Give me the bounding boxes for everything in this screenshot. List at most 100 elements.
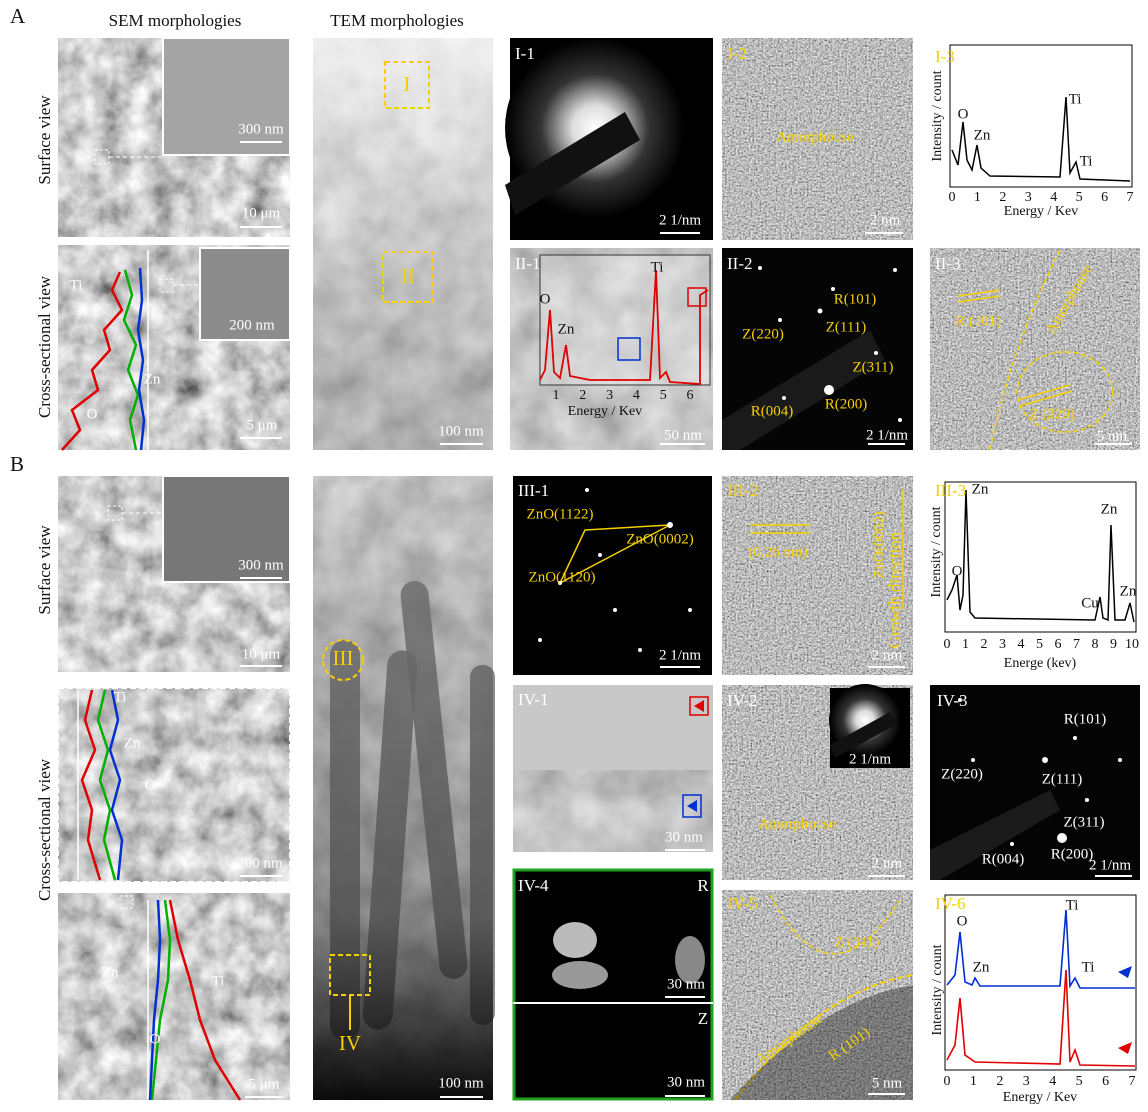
panel-label: I-1 [515,44,535,63]
scale-bar-label: 200 nm [237,855,283,871]
spot [824,385,834,395]
spot-label: ZnO(1122) [527,506,594,522]
x-tick-label: 4 [633,388,640,403]
scale-bar-label: 2 1/nm [849,751,891,767]
spot [1010,842,1014,846]
peak-label: Cu [1081,595,1099,611]
element-label: Ti [212,973,225,989]
region-label: II [401,264,415,288]
section-label: B [10,452,24,476]
peak-label: Zn [558,321,575,337]
spot [1073,736,1077,740]
x-tick-label: 3 [1023,1074,1030,1089]
x-tick-label: 5 [660,388,667,403]
x-tick-label: 6 [1101,190,1108,205]
scale-bar-label: 5 nm [872,1075,903,1091]
row-label: Cross-sectional view [35,275,54,418]
x-tick-label: 4 [1050,190,1057,205]
x-tick-label: 6 [687,388,694,403]
peak-label: Ti [651,259,664,275]
scale-bar-label: 100 nm [438,1075,484,1091]
spot [874,351,878,355]
row-label: Surface view [35,525,54,615]
sem-inset [163,38,290,155]
panel-label: IV-3 [937,691,968,710]
x-tick-label: 5 [1076,1074,1083,1089]
scale-bar-label: 2 1/nm [659,647,701,663]
scale-bar-label: 2 1/nm [1089,857,1131,873]
annotation: Z (311) [835,934,880,950]
element-label: O [87,406,98,422]
spot [778,318,782,322]
spot-label: R(004) [982,851,1025,867]
x-tick-label: 1 [970,1074,977,1089]
scale-bar-label: 2 nm [872,647,903,663]
spot [971,758,975,762]
peak-label: Ti [1069,91,1082,107]
spot-label: ZnO(1120) [529,569,596,585]
plot-frame [540,255,710,385]
axis-title: Energy / Kev [568,404,642,419]
spot [538,638,542,642]
scale-bar-label: 300 nm [238,557,284,573]
spot [613,608,617,612]
region-label: III [333,646,354,670]
panel-label: IV-4 [518,876,549,895]
spot-label: R(101) [834,291,877,307]
figure: ASEM morphologiesTEM morphologiesSurface… [0,0,1148,1107]
spot [688,608,692,612]
spot-label: R(200) [825,396,868,412]
panel-label: III-1 [518,481,549,500]
scale-bar-label: 300 nm [238,121,284,137]
scale-bar-label: 5 μm [249,1076,280,1092]
peak-label: Ti [1082,959,1095,975]
spot-label: R(200) [1051,846,1094,862]
peak-label: Ti [1066,897,1079,913]
scale-bar-label: 2 1/nm [659,212,701,228]
scale-bar-label: 2 nm [870,212,901,228]
x-tick-label: 3 [606,388,613,403]
panel-label: II-3 [935,254,960,273]
element-label: Zn [144,371,161,387]
x-tick-label: 1 [974,190,981,205]
tem-shading [313,38,493,450]
peak-label: O [540,291,551,307]
scale-bar-label: 2 nm [872,855,903,871]
spot [667,522,673,528]
x-tick-label: 0 [944,1074,951,1089]
scale-bar-label: 10 μm [242,205,281,221]
spot [598,553,602,557]
spot [818,309,823,314]
panel-label: IV-6 [935,894,966,913]
axis-title: Intensity / count [930,944,945,1035]
x-tick-label: 6 [1055,637,1062,652]
spot-label: R(101) [1064,711,1107,727]
panel-label: IV-1 [518,690,549,709]
annotation: (0.26 nm) [748,544,807,560]
panel-label: II-2 [727,254,752,273]
grain [553,922,597,958]
scale-bar-label: 30 nm [667,1074,705,1090]
spot [1057,833,1067,843]
element-label: Zn [124,735,141,751]
element-label: Ti [70,277,83,293]
tem-shading [313,476,493,1100]
axis-title: Energy / Kev [1003,1090,1077,1105]
spot [758,266,762,270]
annotation: R (101) [955,313,1001,329]
scale-bar-label: 100 nm [438,423,484,439]
x-tick-label: 1 [962,637,969,652]
panel-label: III-2 [727,481,758,500]
x-tick-label: 8 [1092,637,1099,652]
spot [1085,798,1089,802]
scale-bar-label: 5 μm [247,417,278,433]
spot [585,488,589,492]
peak-label: Zn [1101,501,1118,517]
panel-label: I-3 [935,47,955,66]
x-tick-label: 2 [981,637,988,652]
scale-bar-label: 2 1/nm [866,427,908,443]
grain [552,961,608,989]
element-label: O [145,777,156,793]
panel-label: Z [698,1009,708,1028]
x-tick-label: 3 [1025,190,1032,205]
